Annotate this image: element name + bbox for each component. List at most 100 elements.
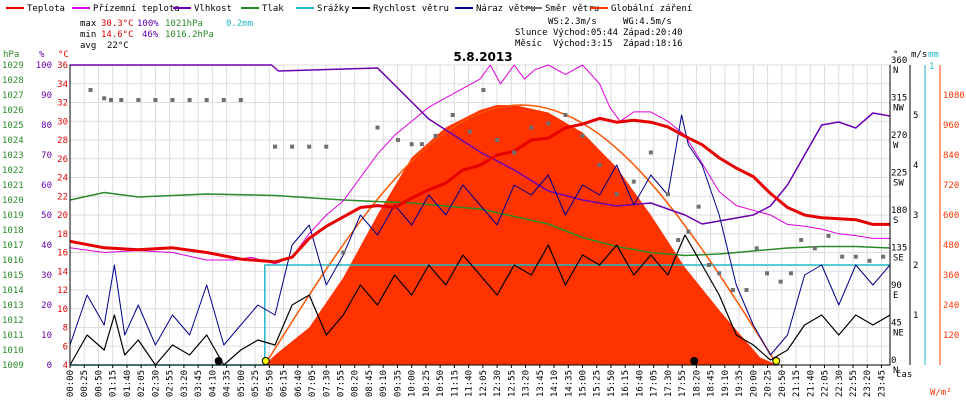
tick-label-direction-deg: 270 [891,131,907,141]
tick-label-percent: 20 [41,301,52,311]
tick-label-time: 09:10 [379,370,389,397]
tick-label-hpa: 1011 [2,331,24,341]
tick-label-hpa: 1020 [2,196,24,206]
tick-label-time: 00:50 [95,370,105,397]
tick-label-time: 12:05 [479,370,489,397]
tick-label-time: 13:45 [536,370,546,397]
tick-label-hpa: 1018 [2,226,24,236]
tick-label-time: 01:40 [123,370,133,397]
tick-label-hpa: 1023 [2,151,24,161]
tick-label-time: 00:25 [80,370,90,397]
tick-label-direction: NW [893,104,904,114]
tick-label-time: 16:40 [635,370,645,397]
tick-label-percent: 10 [41,331,52,341]
tick-label-percent: 60 [41,181,52,191]
tick-label-ms: 3 [913,211,918,221]
chart-title: 5.8.2013 [453,50,512,64]
tick-label-hpa: 1021 [2,181,24,191]
wind-direction-point [676,238,681,242]
wind-direction-point [467,129,472,134]
wind-direction-point [273,144,277,149]
wind-direction-point [853,254,858,259]
tick-label-direction: E [893,291,898,301]
wind-direction-point [580,133,585,138]
legend-label: Rychlost větru [373,4,449,14]
tick-label-temp: 8 [63,324,68,334]
tick-label-temp: 20 [57,211,68,221]
tick-label-time: 20:00 [749,370,759,397]
tick-label-temp: 6 [63,342,68,352]
tick-label-direction-deg: 225 [891,169,907,179]
wind-direction-point [597,163,602,167]
tick-label-time: 07:05 [308,370,318,397]
tick-label-time: 21:15 [792,370,802,397]
wind-direction-point [396,138,400,142]
tick-label-time: 23:45 [878,370,888,397]
stats-max-press: 1021hPa [165,19,203,29]
tick-label-ms: 2 [913,261,918,271]
stats-min-press: 1016.2hPa [165,30,214,40]
wind-direction-point [433,133,438,138]
unit-hpa: hPa [3,50,19,60]
info-ws: WS:2.3m/s [548,17,597,27]
info-sunrise: Východ:05:44 [553,28,618,38]
wind-direction-point [826,233,831,238]
series-vlhkost [70,64,891,225]
tick-label-ms: 1 [913,311,918,321]
info-moonset: Západ:18:16 [623,39,683,49]
tick-label-direction-deg: 0 [891,356,896,366]
wind-direction-point [307,144,312,149]
wind-direction-point [495,138,500,142]
plot-area [69,64,891,366]
tick-label-hpa: 1015 [2,271,24,281]
tick-label-time: 05:25 [251,370,261,397]
radiation-area [70,105,890,365]
tick-label-time: 23:20 [863,370,873,397]
wind-direction-point [754,246,759,251]
tick-label-time: 08:20 [351,370,361,397]
series-naraz-vetru [69,114,891,356]
stats-min-label: min [80,30,96,40]
tick-label-time: 18:20 [692,370,702,397]
tick-label-time: 02:30 [151,370,161,397]
tick-label-direction-deg: 360 [891,56,907,66]
tick-label-hpa: 1026 [2,106,24,116]
tick-label-time: 13:20 [522,370,532,397]
tick-label-time: 11:15 [450,370,460,397]
tick-label-percent: 90 [41,91,52,101]
tick-label-hpa: 1017 [2,241,24,251]
wind-direction-point [812,246,817,251]
tick-label-time: 10:50 [436,370,446,397]
stats-avg-label: avg [80,41,96,51]
wind-direction-point [788,271,793,276]
wind-direction-point [717,271,722,276]
info-moonrise: Východ:3:15 [553,39,613,49]
stats-rain: 0.2mm [226,19,253,29]
stats-min-temp: 14.6°C [101,30,134,40]
tick-label-direction-deg: 90 [891,281,902,291]
tick-label-hpa: 1029 [2,61,24,71]
stats-avg-temp: 22°C [107,41,129,51]
unit-percent: % [39,50,45,60]
tick-label-time: 15:25 [593,370,603,397]
tick-label-time: 01:15 [109,370,119,397]
tick-label-percent: 30 [41,271,52,281]
tick-label-wm2: 360 [943,271,959,281]
tick-label-time: 20:50 [778,370,788,397]
legend-label: Globální záření [611,4,692,14]
tick-label-temp: 30 [57,117,68,127]
wind-direction-point [109,98,113,102]
wind-direction-point [450,113,455,117]
tick-label-time: 19:35 [735,370,745,397]
tick-label-temp: 24 [57,174,68,184]
tick-label-hpa: 1025 [2,121,24,131]
unit-wm2: W/m² [930,388,952,398]
legend-label: Srážky [317,4,350,14]
wind-direction-point [840,254,845,259]
tick-label-temp: 16 [57,249,68,259]
tick-label-wm2: 960 [943,121,959,131]
sun-moon-marker [214,357,223,365]
tick-label-time: 15:00 [579,370,589,397]
wind-direction-point [119,98,124,102]
